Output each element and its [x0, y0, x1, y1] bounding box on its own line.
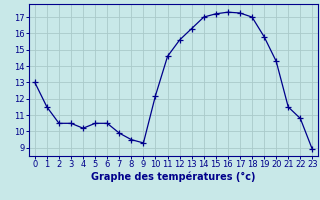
X-axis label: Graphe des températures (°c): Graphe des températures (°c): [91, 172, 256, 182]
